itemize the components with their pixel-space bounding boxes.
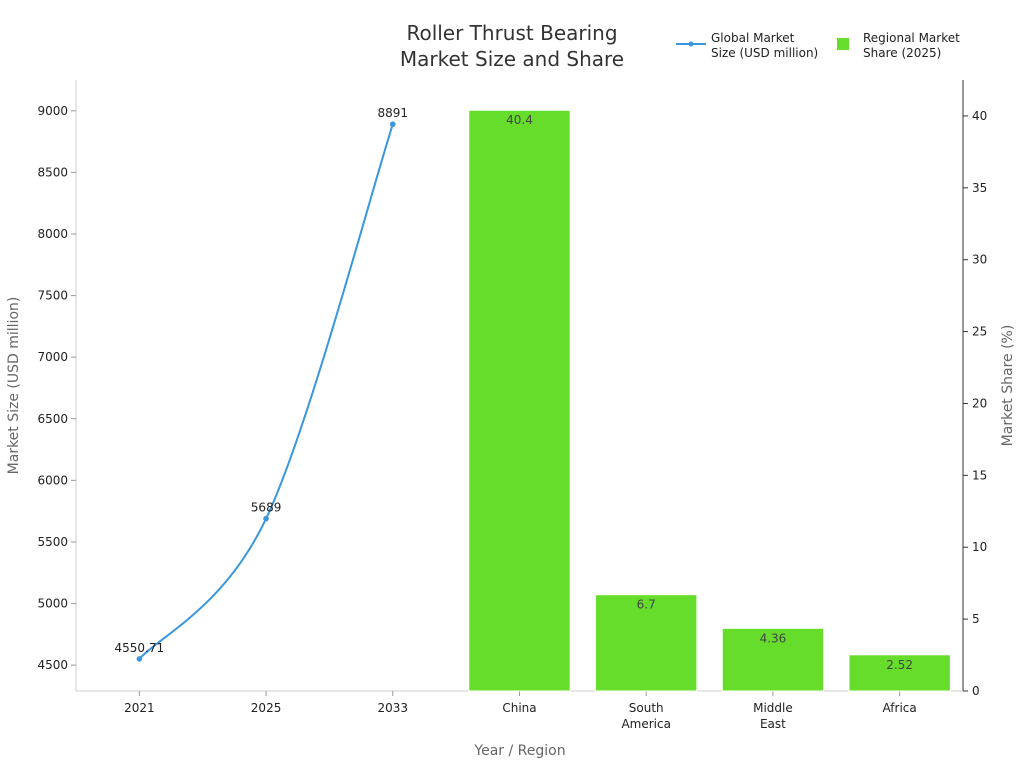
x-tick-label: Africa: [883, 701, 917, 715]
left-tick-label: 7000: [37, 350, 68, 364]
x-tick-label: South: [629, 701, 664, 715]
right-tick-label: 5: [972, 612, 980, 626]
line-data-label: 4550.71: [115, 641, 165, 655]
chart-title-line: Market Size and Share: [400, 47, 624, 71]
bar: [848, 654, 951, 692]
legend-bar-label: Regional Market: [863, 31, 960, 45]
legend-line-label: Global Market: [711, 31, 795, 45]
left-tick-label: 4500: [37, 658, 68, 672]
line-point: [136, 656, 143, 662]
legend-bar-label: Share (2025): [863, 46, 941, 60]
left-tick-label: 7500: [37, 289, 68, 303]
right-axis-title: Market Share (%): [1000, 325, 1016, 447]
left-tick-label: 6500: [37, 412, 68, 426]
bar: [468, 109, 571, 692]
line-data-label: 5689: [251, 501, 282, 515]
x-tick-label: Middle: [753, 701, 793, 715]
legend-line-marker: [688, 41, 694, 47]
right-tick-label: 25: [972, 325, 987, 339]
left-tick-label: 8000: [37, 227, 68, 241]
bar: [721, 627, 825, 692]
x-tick-label: East: [760, 717, 786, 731]
left-tick-label: 5000: [37, 597, 68, 611]
bar-data-label: 40.4: [506, 113, 533, 127]
chart-title-line: Roller Thrust Bearing: [406, 21, 617, 45]
right-tick-label: 10: [972, 540, 987, 554]
left-tick-label: 9000: [37, 104, 68, 118]
right-tick-label: 20: [972, 396, 987, 410]
right-tick-label: 35: [972, 181, 987, 195]
x-tick-label: 2025: [251, 701, 282, 715]
line-data-label: 8891: [378, 106, 409, 120]
line-point: [389, 121, 396, 128]
x-axis-title: Year / Region: [473, 743, 565, 759]
bar: [595, 594, 698, 692]
x-tick-label: 2021: [124, 701, 155, 715]
line-series-path: [138, 123, 394, 660]
right-tick-label: 0: [972, 684, 980, 698]
left-tick-label: 5500: [37, 535, 68, 549]
right-tick-label: 15: [972, 468, 987, 482]
bar-data-label: 4.36: [760, 631, 787, 645]
right-tick-label: 40: [972, 109, 987, 123]
left-tick-label: 6000: [37, 473, 68, 487]
x-tick-label: China: [502, 701, 536, 715]
left-axis-title: Market Size (USD million): [6, 297, 22, 475]
x-tick-label: 2033: [378, 701, 409, 715]
line-point: [263, 515, 269, 522]
right-tick-label: 30: [972, 253, 987, 267]
x-tick-label: America: [621, 717, 671, 731]
bar-data-label: 2.52: [886, 658, 913, 672]
bar-data-label: 6.7: [637, 598, 656, 612]
legend-bar-swatch: [837, 38, 849, 50]
legend-line-label: Size (USD million): [711, 46, 818, 60]
left-tick-label: 8500: [37, 165, 68, 179]
